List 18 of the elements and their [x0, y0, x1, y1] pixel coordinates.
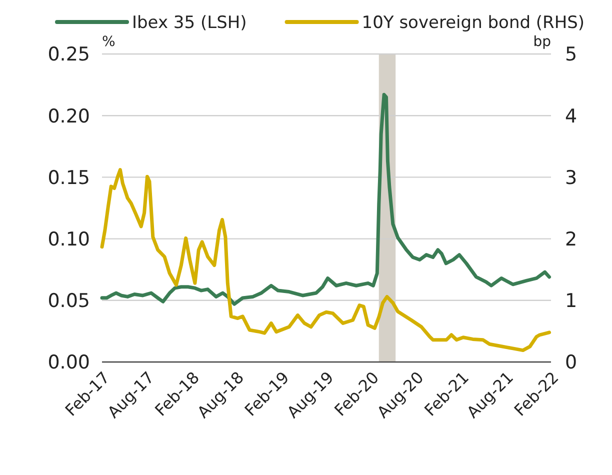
line-series: [100, 92, 552, 306]
y-tick-label: 0.10: [48, 228, 90, 250]
legend-label: Ibex 35 (LSH): [132, 12, 247, 33]
y-tick-label: 0.15: [48, 166, 90, 189]
y-axis-title: %: [102, 34, 116, 50]
y-tick-label: 0.20: [48, 105, 90, 128]
y2-tick-label: 0: [565, 352, 578, 374]
y2-axis-title: bp: [533, 34, 552, 50]
y2-tick-label: 1: [565, 290, 578, 312]
legend-label: 10Y sovereign bond (RHS): [362, 12, 585, 33]
y-tick-label: 0.00: [48, 352, 90, 374]
y2-tick-label: 4: [565, 105, 578, 128]
y2-tick-label: 2: [565, 228, 578, 250]
y2-tick-label: 5: [565, 44, 578, 66]
y-tick-label: 0.05: [48, 290, 90, 312]
y2-tick-label: 3: [565, 166, 578, 189]
y-tick-label: 0.25: [48, 44, 90, 66]
line-series: [100, 168, 552, 352]
